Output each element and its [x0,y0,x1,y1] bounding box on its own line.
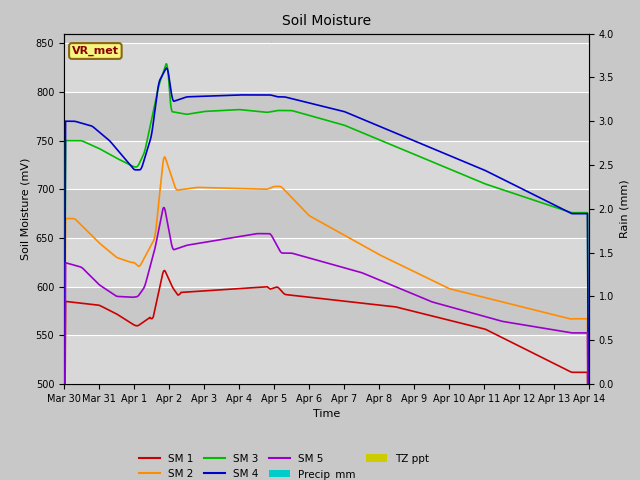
X-axis label: Time: Time [313,409,340,419]
Bar [64,43,589,92]
Bar [143,296,144,384]
Bar [141,252,142,384]
Bar [138,279,139,384]
Bar [145,314,146,384]
Bar [140,331,141,384]
Bar [141,349,143,384]
Bar [64,92,589,141]
Bar [135,51,136,384]
Bar [64,287,589,336]
Y-axis label: Rain (mm): Rain (mm) [620,180,630,238]
Bar [64,141,589,189]
Bar [138,279,139,384]
Bar [380,323,381,384]
Bar [136,314,138,384]
Legend: SM 1, SM 2, SM 3, SM 4, SM 5, Precip_mm, TZ ppt: SM 1, SM 2, SM 3, SM 4, SM 5, Precip_mm,… [135,449,434,480]
Bar [64,336,589,384]
Text: VR_met: VR_met [72,46,119,56]
Title: Soil Moisture: Soil Moisture [282,14,371,28]
Y-axis label: Soil Moisture (mV): Soil Moisture (mV) [20,157,30,260]
Bar [135,340,136,384]
Bar [64,189,589,238]
Bar [148,358,149,384]
Bar [64,238,589,287]
Bar [271,42,272,384]
